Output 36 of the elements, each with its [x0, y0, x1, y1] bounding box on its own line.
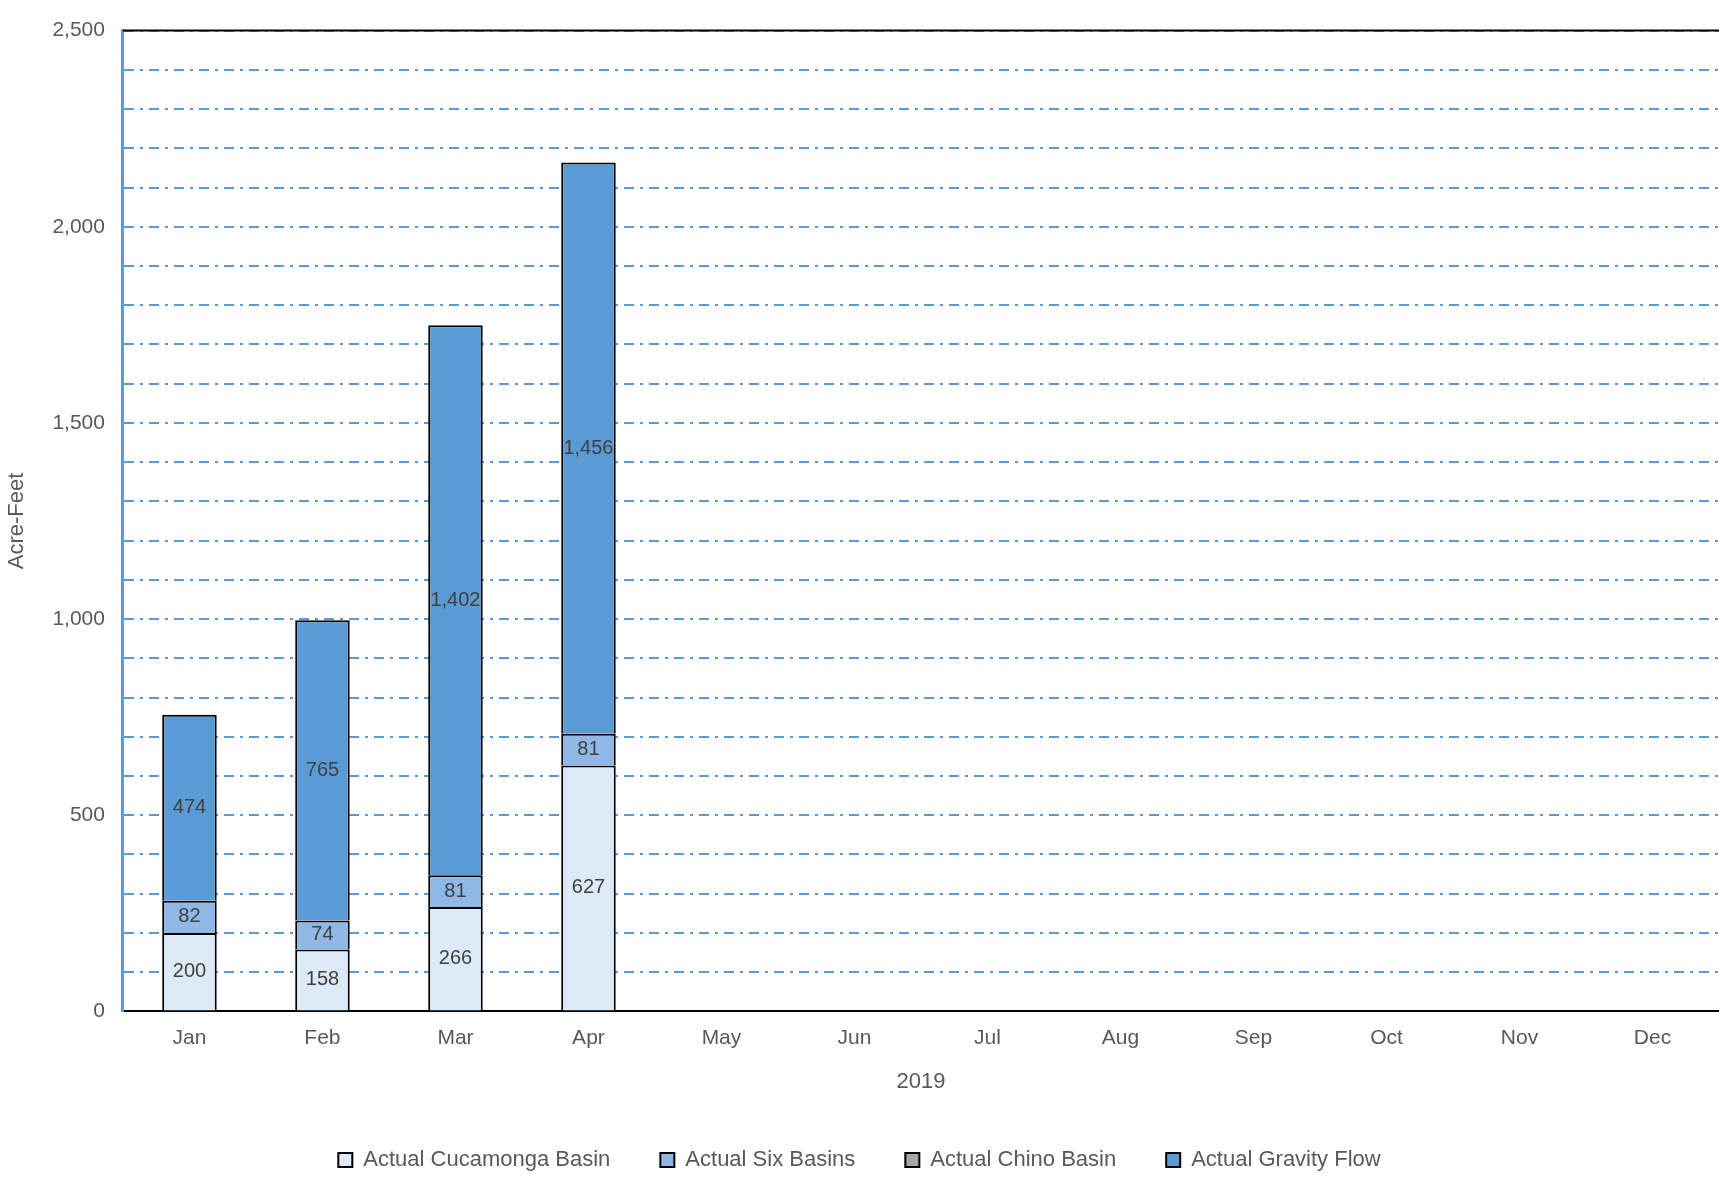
data-label: 474: [172, 795, 207, 818]
x-tick-label: Oct: [1370, 1024, 1403, 1048]
data-label: 765: [305, 757, 340, 780]
x-tick-label: Dec: [1633, 1024, 1672, 1048]
data-label: 158: [305, 967, 340, 990]
data-label: 82: [178, 904, 201, 927]
x-tick-label: Mar: [437, 1024, 474, 1048]
x-tick-label: Jul: [974, 1024, 1001, 1048]
legend-label: Actual Gravity Flow: [1191, 1146, 1381, 1172]
y-tick-label: 2,500: [52, 17, 105, 41]
x-tick-label: Sep: [1234, 1024, 1273, 1048]
data-label: 1,456: [563, 435, 614, 458]
x-tick-label: Apr: [572, 1024, 605, 1048]
x-tick-label: Nov: [1500, 1024, 1539, 1048]
x-axis-title: 2019: [896, 1067, 946, 1093]
x-tick-label: Jun: [837, 1024, 872, 1048]
y-tick-label: 2,000: [52, 213, 105, 237]
y-tick-label: 0: [93, 998, 105, 1022]
y-tick-label: 1,000: [52, 605, 105, 629]
legend-label: Actual Six Basins: [685, 1146, 856, 1172]
legend-label: Actual Cucamonga Basin: [363, 1146, 611, 1172]
x-tick-label: Aug: [1101, 1024, 1140, 1048]
y-tick-label: 500: [69, 802, 105, 826]
data-label: 200: [172, 959, 207, 982]
data-label: 81: [577, 737, 600, 760]
x-tick-label: Jan: [172, 1024, 207, 1048]
data-label: 266: [438, 946, 473, 969]
data-label: 74: [311, 922, 334, 945]
x-tick-label: Feb: [304, 1024, 341, 1048]
data-label: 627: [571, 875, 606, 898]
legend-label: Actual Chino Basin: [930, 1146, 1117, 1172]
data-label: 81: [444, 878, 467, 901]
y-axis-title: Acre-Feet: [3, 472, 29, 570]
y-tick-label: 1,500: [52, 409, 105, 433]
data-label: 1,402: [430, 587, 481, 610]
x-tick-label: May: [701, 1024, 742, 1048]
